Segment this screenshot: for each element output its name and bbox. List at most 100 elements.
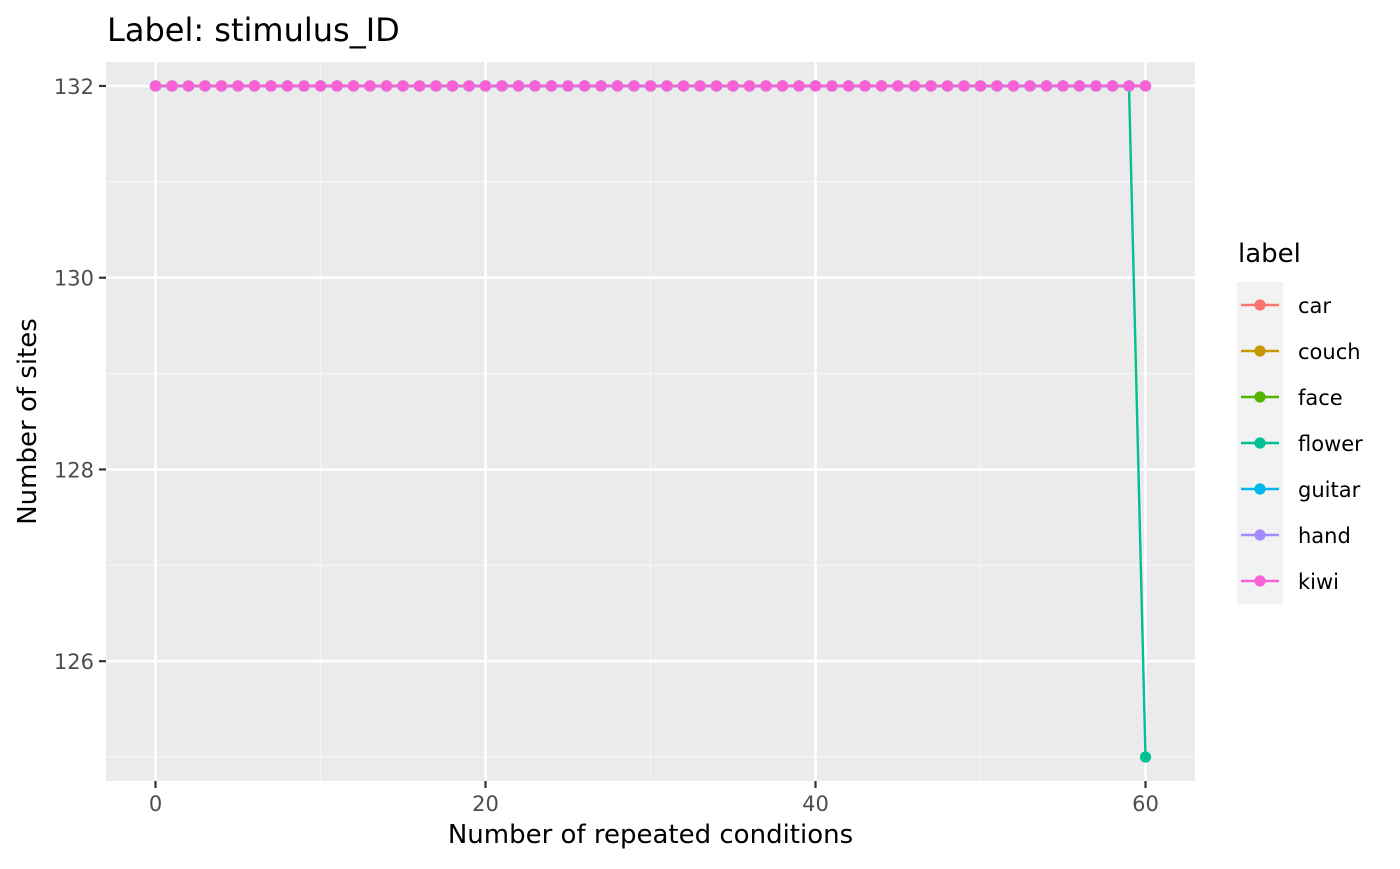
legend-key-point: [1254, 483, 1266, 495]
data-point-kiwi: [182, 80, 195, 92]
chart-title: Label: stimulus_ID: [107, 11, 400, 49]
legend-item-flower: flower: [1241, 432, 1363, 456]
legend-label: guitar: [1298, 478, 1361, 502]
series-layer: [149, 80, 1152, 763]
data-point-kiwi: [628, 80, 640, 92]
data-point-kiwi: [331, 80, 343, 92]
data-point-kiwi: [265, 80, 277, 92]
data-point-kiwi: [347, 80, 360, 92]
data-point-flower: [1139, 751, 1152, 763]
legend-title: label: [1238, 239, 1301, 269]
data-point-kiwi: [892, 80, 904, 92]
legend-item-couch: couch: [1241, 340, 1361, 364]
y-tick-label: 132: [54, 75, 94, 99]
legend-label: hand: [1298, 524, 1351, 548]
data-point-kiwi: [1057, 80, 1069, 92]
data-point-kiwi: [496, 80, 508, 92]
data-point-kiwi: [463, 80, 475, 92]
data-point-kiwi: [578, 80, 591, 92]
data-point-kiwi: [281, 80, 294, 92]
data-point-kiwi: [875, 80, 888, 92]
data-point-kiwi: [479, 80, 492, 92]
data-point-kiwi: [1123, 80, 1135, 92]
y-axis-title: Number of sites: [13, 318, 43, 525]
legend-key-point: [1254, 529, 1266, 541]
y-tick-label: 130: [54, 267, 94, 291]
data-point-kiwi: [149, 80, 162, 92]
data-point-kiwi: [1106, 80, 1119, 92]
data-point-kiwi: [661, 80, 673, 92]
data-point-kiwi: [166, 80, 178, 92]
data-point-kiwi: [446, 80, 459, 92]
x-tick-label: 20: [472, 792, 499, 816]
y-tick-label: 128: [54, 458, 94, 482]
data-point-kiwi: [1073, 80, 1086, 92]
data-point-kiwi: [1139, 80, 1152, 92]
legend-item-face: face: [1241, 386, 1343, 410]
data-point-kiwi: [430, 80, 442, 92]
data-point-kiwi: [1040, 80, 1053, 92]
data-point-kiwi: [529, 80, 541, 92]
data-point-kiwi: [760, 80, 772, 92]
data-point-kiwi: [611, 80, 624, 92]
legend-key-point: [1254, 345, 1266, 357]
axes: 0 20 40 60 126 128 130 132: [54, 75, 1159, 816]
data-point-kiwi: [314, 80, 327, 92]
legend-label: couch: [1298, 340, 1361, 364]
data-point-kiwi: [809, 80, 822, 92]
data-point-kiwi: [512, 80, 525, 92]
legend-key-point: [1254, 391, 1266, 403]
data-point-kiwi: [1090, 80, 1102, 92]
data-point-kiwi: [380, 80, 393, 92]
legend-label: kiwi: [1298, 570, 1339, 594]
data-point-kiwi: [974, 80, 987, 92]
x-tick-label: 60: [1132, 792, 1159, 816]
data-point-kiwi: [298, 80, 310, 92]
data-point-kiwi: [562, 80, 574, 92]
data-point-kiwi: [727, 80, 739, 92]
legend-key-point: [1254, 299, 1266, 311]
data-point-kiwi: [776, 80, 789, 92]
data-point-kiwi: [743, 80, 756, 92]
data-point-kiwi: [545, 80, 558, 92]
data-point-kiwi: [595, 80, 607, 92]
legend-label: face: [1298, 386, 1343, 410]
data-point-kiwi: [908, 80, 921, 92]
data-point-kiwi: [232, 80, 244, 92]
legend-item-kiwi: kiwi: [1241, 570, 1339, 594]
x-tick-label: 0: [149, 792, 162, 816]
x-axis-title: Number of repeated conditions: [448, 820, 853, 850]
series-kiwi: [149, 80, 1152, 92]
data-point-kiwi: [710, 80, 723, 92]
data-point-kiwi: [644, 80, 657, 92]
data-point-kiwi: [199, 80, 211, 92]
data-point-kiwi: [694, 80, 706, 92]
data-point-kiwi: [1007, 80, 1020, 92]
legend-item-guitar: guitar: [1241, 478, 1361, 502]
data-point-kiwi: [826, 80, 838, 92]
data-point-kiwi: [677, 80, 690, 92]
legend-label: flower: [1298, 432, 1363, 456]
legend: label car couch face flower guitar hand kiwi: [1237, 239, 1363, 604]
legend-label: car: [1298, 294, 1331, 318]
data-point-kiwi: [248, 80, 261, 92]
legend-items: car couch face flower guitar hand kiwi: [1241, 294, 1363, 594]
data-point-kiwi: [397, 80, 409, 92]
data-point-kiwi: [413, 80, 426, 92]
data-point-kiwi: [215, 80, 228, 92]
legend-item-car: car: [1241, 294, 1331, 318]
data-point-kiwi: [793, 80, 805, 92]
data-point-kiwi: [958, 80, 970, 92]
data-point-kiwi: [1024, 80, 1036, 92]
data-point-kiwi: [842, 80, 855, 92]
y-tick-label: 126: [54, 650, 94, 674]
legend-item-hand: hand: [1241, 524, 1351, 548]
data-point-kiwi: [859, 80, 871, 92]
data-point-kiwi: [925, 80, 937, 92]
data-point-kiwi: [941, 80, 954, 92]
legend-key-point: [1254, 575, 1266, 587]
data-point-kiwi: [364, 80, 376, 92]
legend-key-point: [1254, 437, 1266, 449]
